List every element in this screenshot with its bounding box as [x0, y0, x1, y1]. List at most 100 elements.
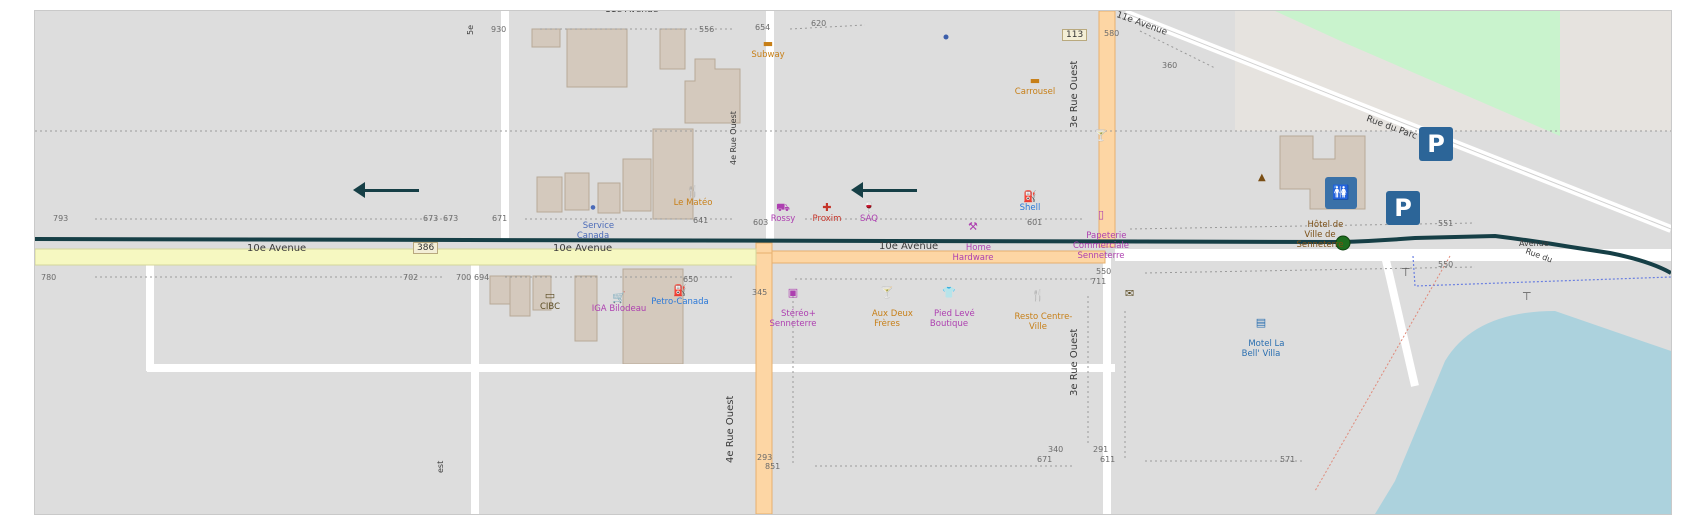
address-number: 930 [491, 25, 507, 34]
address-number: 601 [1027, 218, 1043, 227]
poi-proxim[interactable]: ✚ Proxim [812, 201, 842, 225]
address-number: 603 [753, 218, 769, 227]
main-avenue-road [35, 248, 757, 266]
address-number: 793 [53, 214, 69, 223]
government-icon: ● [590, 204, 596, 211]
address-number: 694 [474, 273, 490, 282]
poi-saq[interactable]: 🍷 SAQ [860, 201, 878, 225]
poi-hotel-de-ville[interactable]: Hôtel de Ville de Senneterre [1296, 210, 1343, 260]
poi-le-mateo[interactable]: 🍴 Le Matéo [673, 185, 713, 209]
poi-label: Service Canada [576, 221, 615, 241]
map-canvas[interactable] [35, 11, 1671, 514]
road-label-10e-avenue-west: 10e Avenue [247, 243, 307, 254]
main-avenue-east [1115, 249, 1671, 261]
address-number: 580 [1104, 29, 1120, 38]
route-direction-arrow-icon [851, 182, 917, 198]
address-number: 702 [403, 273, 419, 282]
poi-label: Aux Deux Frères [871, 309, 913, 329]
poi-label: Resto Centre- Ville [1014, 312, 1073, 332]
poi-petro-canada[interactable]: ⛽ Petro-Canada [651, 285, 709, 308]
poi-resto-centre-ville[interactable]: 🍴 Resto Centre- Ville [1004, 270, 1073, 342]
route-start-marker [1335, 235, 1351, 251]
poi-iga-bilodeau[interactable]: 🛒 IGA Bilodeau [591, 291, 647, 315]
address-number: 571 [1280, 455, 1296, 464]
poi-label: Shell [1019, 203, 1041, 213]
address-number: 780 [41, 273, 57, 282]
poi-cibc[interactable]: ▭ CIBC [539, 289, 561, 313]
road-label-5e-bottom: est [436, 460, 445, 473]
trail-red [1314, 255, 1451, 492]
restaurant-icon: 🍴 [686, 185, 700, 198]
poi-pied-leve[interactable]: 👕 Pied Levé Boutique [923, 267, 975, 339]
bank-icon: ▭ [544, 289, 556, 302]
poi-label: Petro-Canada [651, 297, 709, 307]
road-label-4e-rue-ouest-top: 4e Rue Ouest [729, 111, 738, 165]
shopping-cart-icon: 🛒 [612, 291, 626, 304]
fast-food-icon: ▬ [1029, 74, 1041, 87]
map-viewport[interactable]: 10e Avenue 10e Avenue 10e Avenue Avenue … [34, 10, 1672, 515]
address-number: 700 [456, 273, 472, 282]
picnic-table-icon: ⊤ [1401, 266, 1411, 279]
poi-label: CIBC [539, 302, 561, 312]
shop-icon: ⛟ [776, 201, 790, 214]
route-direction-arrow-icon [353, 182, 419, 198]
poi-label: Stéréo+ Senneterre [769, 309, 817, 329]
address-number: 650 [683, 275, 699, 284]
poi-label: Proxim [812, 214, 842, 224]
road-label-avenue-far-right: Avenue [1519, 239, 1549, 248]
road-label-3e-rue-ouest-top: 3e Rue Ouest [1069, 60, 1080, 128]
poi-papeterie[interactable]: ▯ Papeterie Commerciale Senneterre [1073, 189, 1129, 271]
address-number: 671 [492, 214, 508, 223]
poi-label: Home Hardware [952, 243, 994, 263]
address-number: 641 [693, 216, 709, 225]
poi-label: Rossy [770, 214, 796, 224]
property-lines [35, 24, 1671, 467]
address-number: 851 [765, 462, 781, 471]
fast-food-icon: ▬ [762, 37, 774, 50]
poi-subway[interactable]: ▬ Subway [751, 37, 785, 61]
picnic-table-icon: ⊤ [1522, 290, 1532, 303]
poi-carrousel[interactable]: ▬ Carrousel [1014, 74, 1056, 98]
address-number: 550 [1096, 267, 1112, 276]
poi-label: Hôtel de Ville de Senneterre [1296, 220, 1344, 250]
route-line [35, 233, 1671, 275]
poi-home-hardware[interactable]: ⚒ Home Hardware [952, 201, 993, 273]
address-number: 291 [1093, 445, 1109, 454]
poi-service-canada[interactable]: ● Service Canada [572, 184, 614, 251]
road-label-10e-avenue-east: 10e Avenue [879, 241, 939, 252]
poi-label: Motel La Bell' Villa [1241, 339, 1285, 359]
address-number: 551 [1438, 219, 1454, 228]
poi-stereo-senneterre[interactable]: ▣ Stéréo+ Senneterre [769, 267, 816, 339]
poi-label: Subway [751, 50, 785, 60]
clothes-icon: 👕 [942, 286, 956, 299]
pharmacy-icon: ✚ [822, 201, 832, 214]
address-number: 711 [1091, 277, 1107, 286]
poi-shell[interactable]: ⛽ Shell [1019, 191, 1041, 214]
poi-aux-deux-freres[interactable]: 🍸 Aux Deux Frères [861, 267, 913, 339]
route-shield-113: 113 [1062, 29, 1088, 41]
poi-label: IGA Bilodeau [591, 304, 647, 314]
poi-rossy[interactable]: ⛟ Rossy [770, 201, 796, 225]
bar-icon: 🍸 [1094, 129, 1108, 142]
address-number: 611 [1100, 455, 1116, 464]
address-number: 654 [755, 23, 771, 32]
poi-label: Carrousel [1014, 87, 1056, 97]
motel-icon: ▤ [1255, 316, 1267, 329]
wine-icon: 🍷 [862, 201, 876, 214]
address-number: 556 [699, 25, 715, 34]
poi-motel-la-bell-villa[interactable]: ▤ Motel La Bell' Villa [1238, 297, 1285, 369]
address-number: 360 [1162, 61, 1178, 70]
parking-icon[interactable]: P [1386, 191, 1420, 225]
fire-station-icon: ▲ [1258, 172, 1266, 183]
address-number: 620 [811, 19, 827, 28]
poi-label: Le Matéo [673, 198, 713, 208]
hardware-icon: ⚒ [968, 220, 978, 233]
poi-label: Pied Levé Boutique [929, 309, 975, 329]
parking-icon[interactable]: P [1419, 127, 1453, 161]
poi-label: SAQ [860, 214, 878, 224]
road-label-10e-avenue-mid: 10e Avenue [553, 243, 613, 254]
toilets-icon[interactable]: 🚻 [1325, 177, 1357, 209]
poi-label: Papeterie Commerciale Senneterre [1072, 231, 1130, 261]
park-green-area [1275, 11, 1560, 136]
stationery-icon: ▯ [1097, 208, 1105, 221]
